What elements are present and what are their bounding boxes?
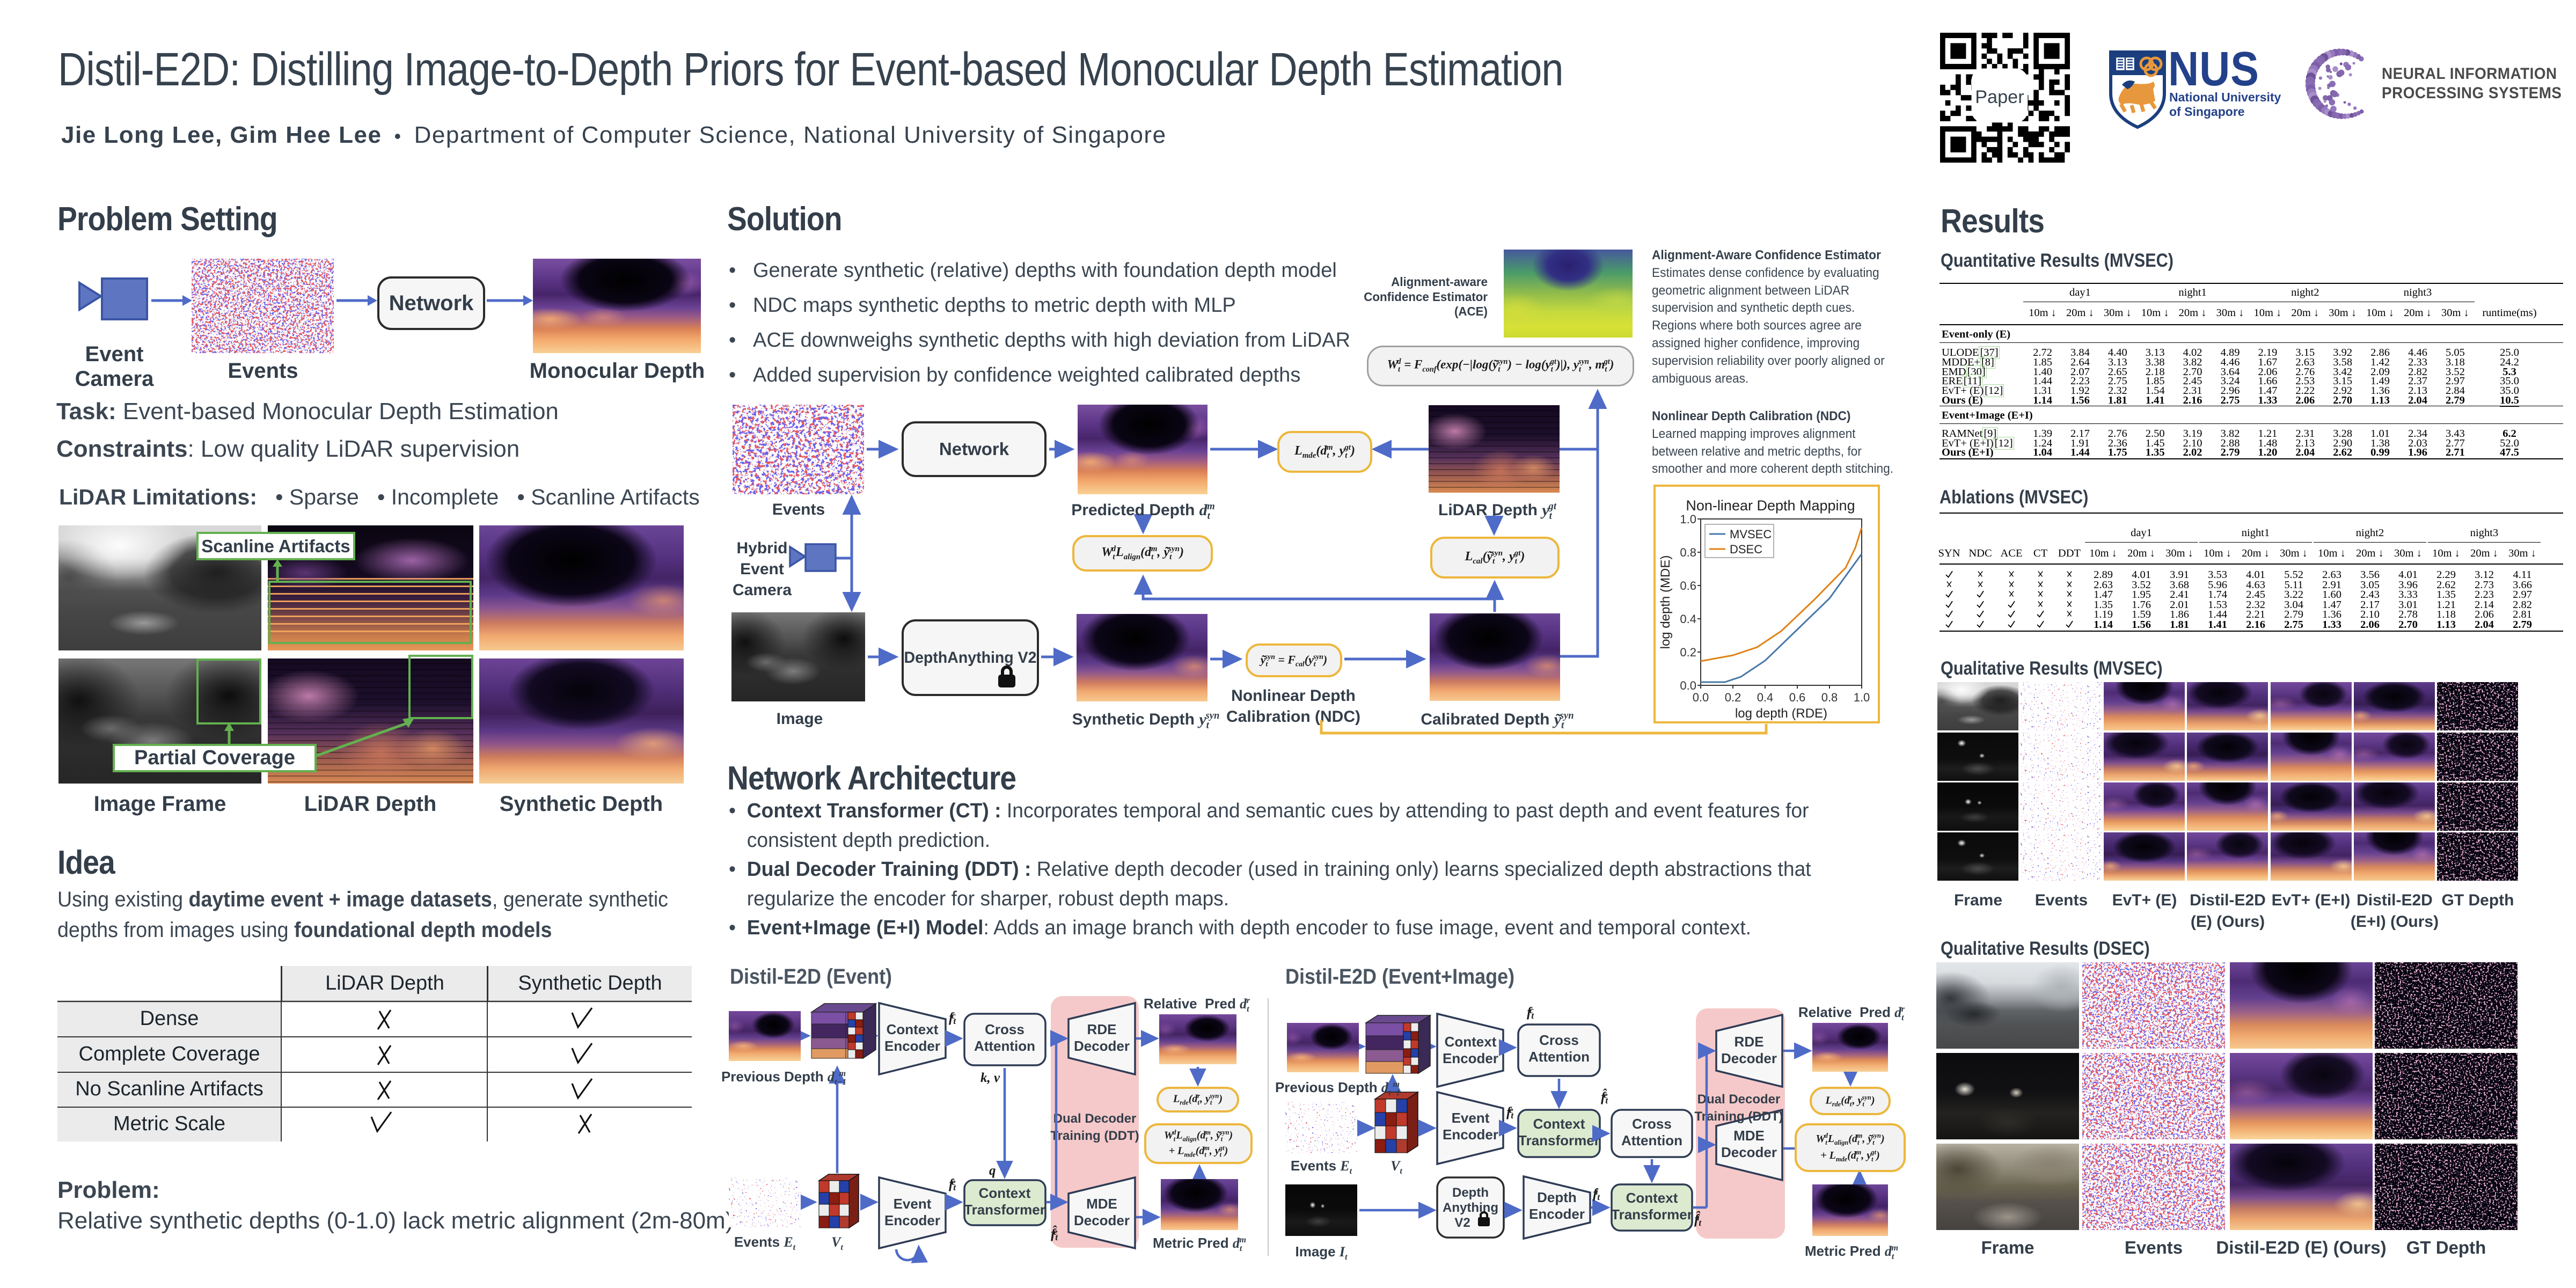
svg-text:0.6: 0.6 [1680, 579, 1696, 592]
svg-text:Transformer: Transformer [1611, 1206, 1693, 1223]
svg-text:Context: Context [979, 1185, 1031, 1201]
svg-text:ftc: ftc [949, 1011, 956, 1026]
svg-text:Encoder: Encoder [1529, 1206, 1585, 1222]
svg-text:0.2: 0.2 [1725, 691, 1741, 704]
svg-text:Transformer: Transformer [964, 1202, 1045, 1218]
svg-text:Transformer: Transformer [1518, 1132, 1600, 1148]
svg-text:0.4: 0.4 [1757, 691, 1774, 704]
svg-text:RDE: RDE [1735, 1034, 1764, 1050]
svg-text:Encoder: Encoder [884, 1212, 940, 1228]
svg-text:Encoder: Encoder [1443, 1126, 1498, 1143]
svg-text:Attention: Attention [1528, 1049, 1590, 1065]
svg-text:0.8: 0.8 [1680, 546, 1696, 559]
svg-text:Attention: Attention [1621, 1132, 1682, 1148]
svg-text:0.0: 0.0 [1693, 691, 1709, 704]
svg-text:q: q [989, 1163, 996, 1178]
svg-text:Event: Event [1452, 1110, 1490, 1126]
svg-text:fti: fti [1593, 1187, 1600, 1202]
svg-text:Decoder: Decoder [1721, 1144, 1777, 1160]
svg-text:Attention: Attention [974, 1038, 1035, 1054]
svg-text:Dual Decoder: Dual Decoder [1697, 1092, 1781, 1107]
svg-text:Decoder: Decoder [1074, 1212, 1130, 1228]
svg-text:Cross: Cross [1539, 1032, 1579, 1048]
svg-text:Cross: Cross [1632, 1116, 1672, 1132]
svg-text:Dual Decoder: Dual Decoder [1053, 1111, 1137, 1126]
svg-text:Training (DDT): Training (DDT) [1050, 1129, 1139, 1143]
svg-text:0.2: 0.2 [1680, 646, 1696, 659]
svg-text:Non-linear Depth Mapping: Non-linear Depth Mapping [1686, 497, 1855, 514]
svg-text:Anything: Anything [1443, 1201, 1498, 1215]
svg-text:Depth: Depth [1452, 1185, 1489, 1200]
svg-text:Cross: Cross [985, 1021, 1024, 1037]
svg-text:Decoder: Decoder [1074, 1038, 1130, 1054]
svg-text:MVSEC: MVSEC [1730, 528, 1772, 541]
svg-text:Context: Context [887, 1021, 939, 1037]
svg-text:f̂te: f̂te [1601, 1089, 1608, 1106]
svg-text:Training (DDT): Training (DDT) [1694, 1109, 1783, 1124]
svg-text:1.0: 1.0 [1680, 513, 1696, 526]
svg-text:MDE: MDE [1733, 1128, 1765, 1144]
svg-text:MDE: MDE [1086, 1196, 1117, 1212]
svg-text:Encoder: Encoder [1443, 1050, 1498, 1066]
svg-text:RDE: RDE [1087, 1021, 1117, 1037]
svg-text:1.0: 1.0 [1854, 691, 1870, 704]
svg-text:Event: Event [894, 1196, 932, 1212]
svg-text:f̂te: f̂te [1051, 1226, 1058, 1242]
svg-text:0.4: 0.4 [1680, 612, 1696, 626]
svg-text:0.0: 0.0 [1680, 679, 1696, 692]
svg-text:Context: Context [1445, 1034, 1497, 1050]
svg-text:log depth (RDE): log depth (RDE) [1735, 706, 1827, 721]
svg-text:Decoder: Decoder [1721, 1050, 1777, 1066]
svg-text:Paper: Paper [1975, 87, 2024, 107]
svg-text:DSEC: DSEC [1730, 543, 1762, 556]
svg-text:V2: V2 [1454, 1216, 1470, 1230]
svg-text:fte: fte [949, 1177, 956, 1192]
svg-text:fte: fte [1506, 1105, 1514, 1121]
svg-text:Encoder: Encoder [884, 1038, 940, 1054]
svg-text:Depth: Depth [1537, 1189, 1577, 1205]
svg-text:log depth (MDE): log depth (MDE) [1658, 555, 1673, 649]
svg-text:0.6: 0.6 [1789, 691, 1806, 704]
svg-text:Context: Context [1533, 1116, 1585, 1132]
svg-text:k, v: k, v [980, 1071, 1000, 1085]
svg-text:ftc: ftc [1527, 1005, 1534, 1021]
svg-text:Context: Context [1626, 1190, 1678, 1206]
svg-text:0.8: 0.8 [1821, 691, 1838, 704]
